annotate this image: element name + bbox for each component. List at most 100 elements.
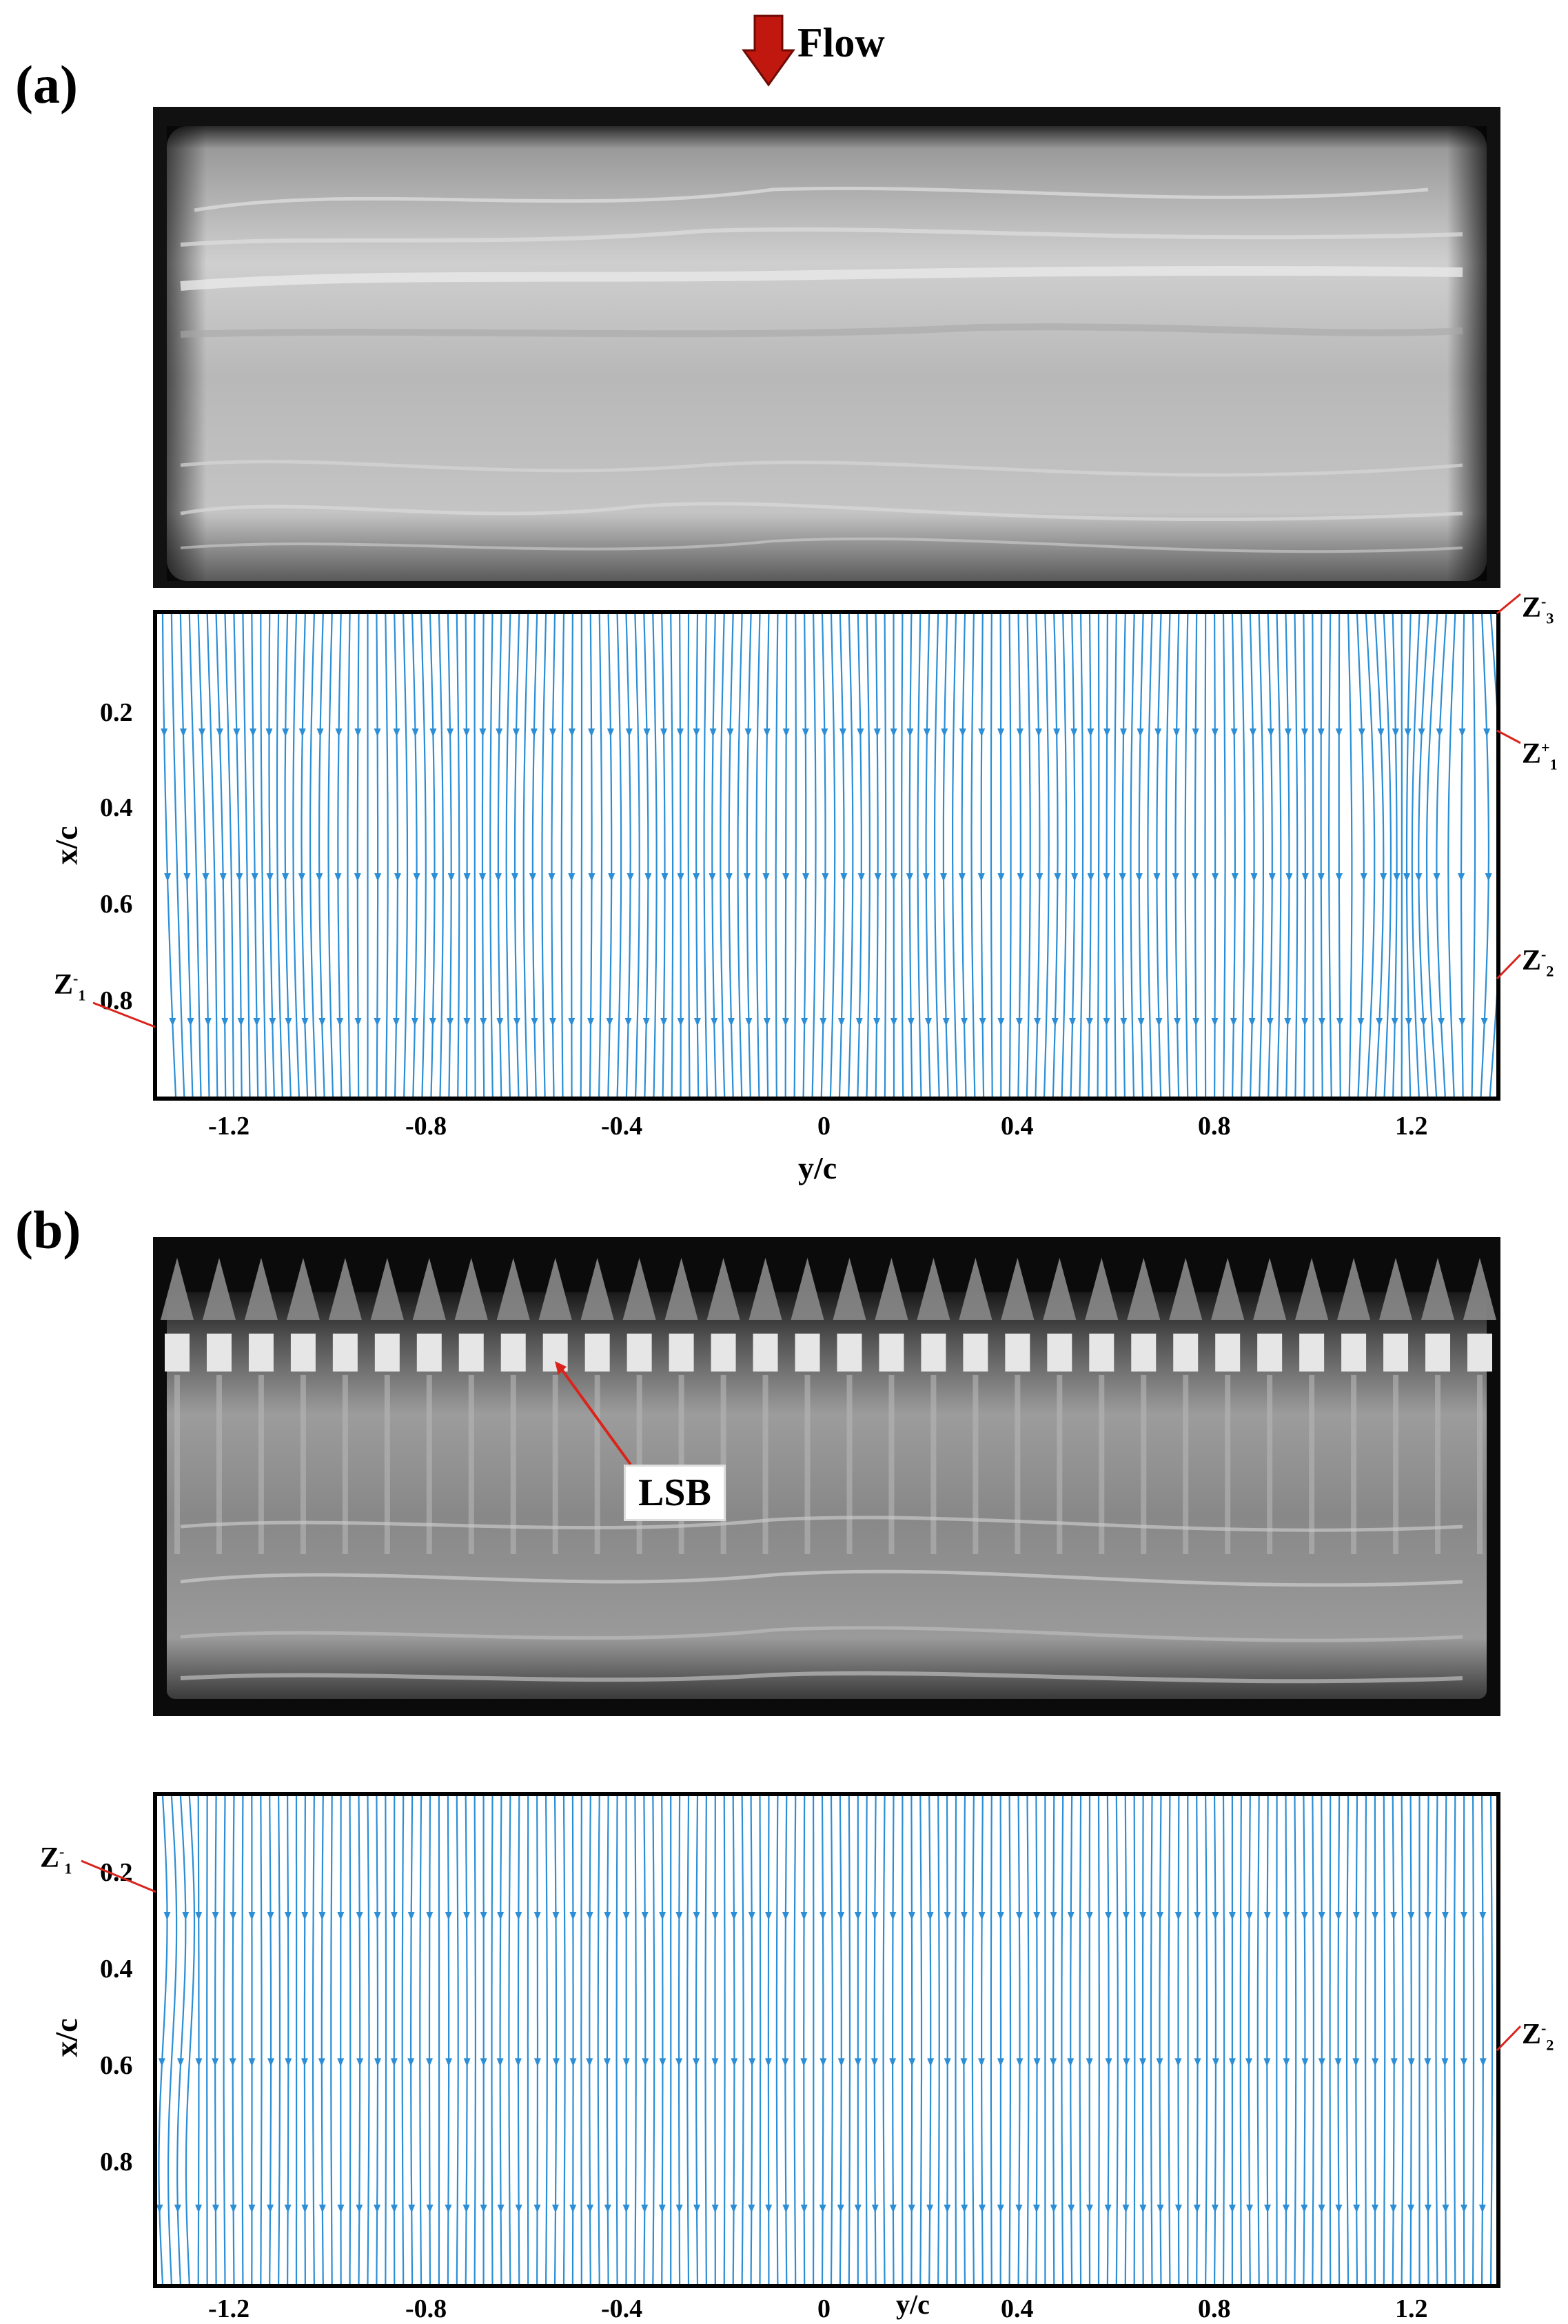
panel-b-label: (b)	[15, 1199, 81, 1261]
streamline	[1223, 614, 1225, 1097]
streamline-arrow	[301, 1912, 308, 1920]
streamline	[671, 614, 673, 1097]
streamline	[385, 1796, 386, 2284]
streamline	[724, 1796, 725, 2284]
streamline-arrow	[205, 1018, 212, 1026]
streamline-arrow	[978, 728, 985, 737]
streamline-arrow	[1016, 1018, 1023, 1026]
streamline-arrow	[782, 2205, 789, 2213]
streamline-arrow	[1251, 873, 1258, 881]
streamline-arrow	[177, 2058, 184, 2066]
streamline-arrow	[764, 1018, 771, 1026]
streamline	[1223, 1796, 1224, 2284]
bubble-patch	[1299, 1334, 1324, 1372]
streamline	[973, 1796, 974, 2284]
streamline	[1166, 614, 1170, 1097]
streamline	[1241, 614, 1245, 1097]
streamline-arrow	[1357, 1018, 1364, 1026]
streamline-arrow	[659, 2205, 666, 2213]
streamline-arrow	[1173, 728, 1180, 737]
streamline-arrow	[1137, 728, 1144, 737]
streamline-arrow	[890, 2205, 897, 2213]
streamline	[457, 614, 460, 1097]
streamline-arrow	[908, 1018, 915, 1026]
streamline-arrow	[480, 2058, 487, 2066]
streamline-arrow	[1035, 728, 1042, 737]
streamline-arrow	[1036, 873, 1043, 881]
streamline	[439, 614, 443, 1097]
streamline-arrow	[944, 2058, 951, 2066]
streamline-arrow	[1391, 2058, 1398, 2066]
streamline-arrow	[1192, 728, 1199, 737]
streamline	[385, 614, 387, 1097]
streamline-arrow	[445, 2058, 452, 2066]
streamline-arrow	[553, 2058, 560, 2066]
streamline-arrow	[1245, 2058, 1252, 2066]
streamline-arrow	[1483, 728, 1490, 737]
streamline	[738, 614, 742, 1097]
streamline-arrow	[479, 873, 486, 881]
streamline	[475, 614, 476, 1097]
streamline	[564, 1796, 565, 2284]
streamline-arrow	[445, 2205, 451, 2213]
streamline-arrow	[1335, 2205, 1342, 2213]
streamline-arrow	[1212, 1912, 1219, 1920]
streamline-arrow	[282, 873, 289, 881]
streamline-arrow	[875, 873, 882, 881]
streamline-arrow	[529, 873, 536, 881]
streamline-arrow	[248, 2058, 255, 2066]
streamline-arrow	[1372, 2058, 1378, 2066]
streamline-arrow	[641, 2205, 648, 2213]
panel-b-streamlines	[157, 1796, 1496, 2284]
streamline-arrow	[856, 1018, 863, 1026]
streamline-arrow	[1436, 728, 1443, 737]
streamline-arrow	[782, 1912, 789, 1920]
streamline-arrow	[765, 2205, 772, 2213]
streamline-arrow	[1335, 1912, 1342, 1920]
panel-a-ylabel: x/c	[48, 826, 85, 864]
streamline-arrow	[496, 1018, 503, 1026]
streamline-arrow	[187, 1018, 194, 1026]
streamline-arrow	[1459, 728, 1466, 737]
streamline-arrow	[1358, 728, 1365, 737]
streamline-arrow	[267, 2058, 274, 2066]
bubble-patch	[1089, 1334, 1114, 1372]
streamline-arrow	[1425, 2205, 1432, 2213]
streamline-arrow	[731, 2058, 737, 2066]
annotation-z1-minus: Z-1	[54, 968, 85, 1004]
streamline-arrow	[414, 873, 420, 881]
streamline	[1114, 614, 1117, 1097]
streamline-arrow	[764, 728, 771, 737]
streamline	[457, 1796, 458, 2284]
bubble-patch	[1215, 1334, 1240, 1372]
streamline	[1330, 1796, 1331, 2284]
streamline-arrow	[1174, 1018, 1181, 1026]
streamline-arrow	[1017, 873, 1024, 881]
streamline-arrow	[569, 2205, 576, 2213]
streamline	[813, 614, 816, 1097]
streamline	[849, 1796, 850, 2284]
streamline-arrow	[857, 728, 864, 737]
streamline-arrow	[374, 728, 381, 737]
streamline-arrow	[1479, 1912, 1486, 1920]
streamline-arrow	[1424, 2058, 1431, 2066]
streamline-arrow	[660, 1018, 667, 1026]
streamline-arrow	[356, 2205, 363, 2213]
streamline-arrow	[317, 728, 324, 737]
streamline	[991, 614, 992, 1097]
streamline-arrow	[316, 873, 323, 881]
streamline-arrow	[285, 1018, 292, 1026]
annotation-z2-minus: Z-2	[1522, 944, 1554, 980]
panel-b-xtick: 0.4	[1001, 2294, 1034, 2324]
annotation-b-z1-minus: Z-1	[40, 1842, 72, 1877]
streamline	[653, 1796, 654, 2284]
streamline	[1329, 614, 1332, 1097]
bubble-patch	[1341, 1334, 1366, 1372]
streamline-arrow	[1120, 728, 1127, 737]
streamline-arrow	[1119, 873, 1126, 881]
streamline-arrow	[871, 2058, 878, 2066]
streamline	[1151, 1796, 1152, 2284]
streamline	[1010, 614, 1011, 1097]
streamline-arrow	[1283, 2205, 1290, 2213]
streamline-arrow	[710, 728, 717, 737]
